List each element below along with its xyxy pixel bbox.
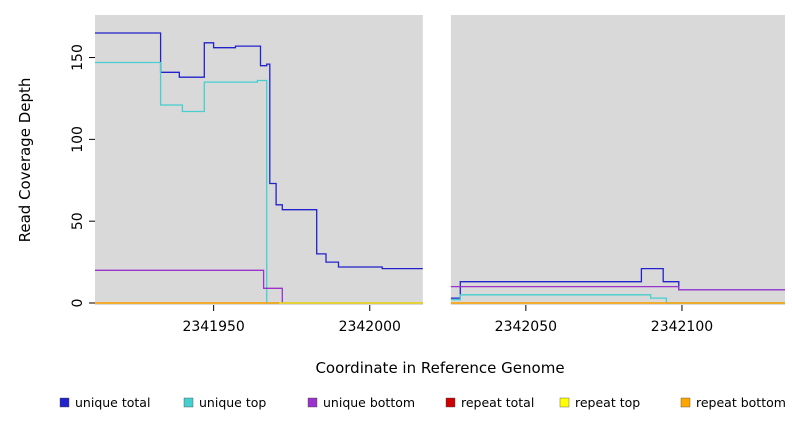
plot-area	[95, 15, 785, 305]
legend-swatch-repeat-total	[445, 397, 456, 408]
legend-label-unique-bottom: unique bottom	[323, 395, 415, 410]
legend-swatch-unique-top	[183, 397, 194, 408]
x-tick-label: 2342050	[495, 319, 557, 335]
coverage-gap-region	[422, 15, 451, 305]
y-tick-label: 150	[70, 44, 86, 71]
series-unique-total	[450, 267, 785, 299]
x-axis-title: Coordinate in Reference Genome	[315, 359, 564, 377]
legend-label-repeat-top: repeat top	[575, 395, 640, 410]
legend-swatch-unique-total	[59, 397, 70, 408]
legend-label-unique-top: unique top	[199, 395, 266, 410]
legend-swatch-unique-bottom	[307, 397, 318, 408]
y-axis-title: Read Coverage Depth	[16, 78, 34, 243]
legend-label-repeat-total: repeat total	[461, 395, 534, 410]
y-tick-label: 0	[70, 299, 86, 308]
legend-swatch-repeat-top	[559, 397, 570, 408]
series-unique-top	[95, 61, 423, 304]
y-tick-label: 50	[70, 212, 86, 230]
series-unique-top	[450, 294, 785, 304]
series-unique-total	[95, 32, 423, 270]
y-tick-label: 100	[70, 126, 86, 153]
legend-label-repeat-bottom: repeat bottom	[696, 395, 786, 410]
x-tick-label: 2342100	[651, 319, 713, 335]
series-unique-bottom	[450, 285, 785, 291]
legend-label-unique-total: unique total	[75, 395, 150, 410]
x-tick-label: 2342000	[339, 319, 401, 335]
legend: unique total unique top unique bottom repea…	[59, 395, 786, 410]
axis-ticks: 2341950 2342000 2342050 2342100 0 50 100 150	[70, 44, 713, 335]
legend-swatch-repeat-bottom	[680, 397, 691, 408]
x-tick-label: 2341950	[182, 319, 244, 335]
